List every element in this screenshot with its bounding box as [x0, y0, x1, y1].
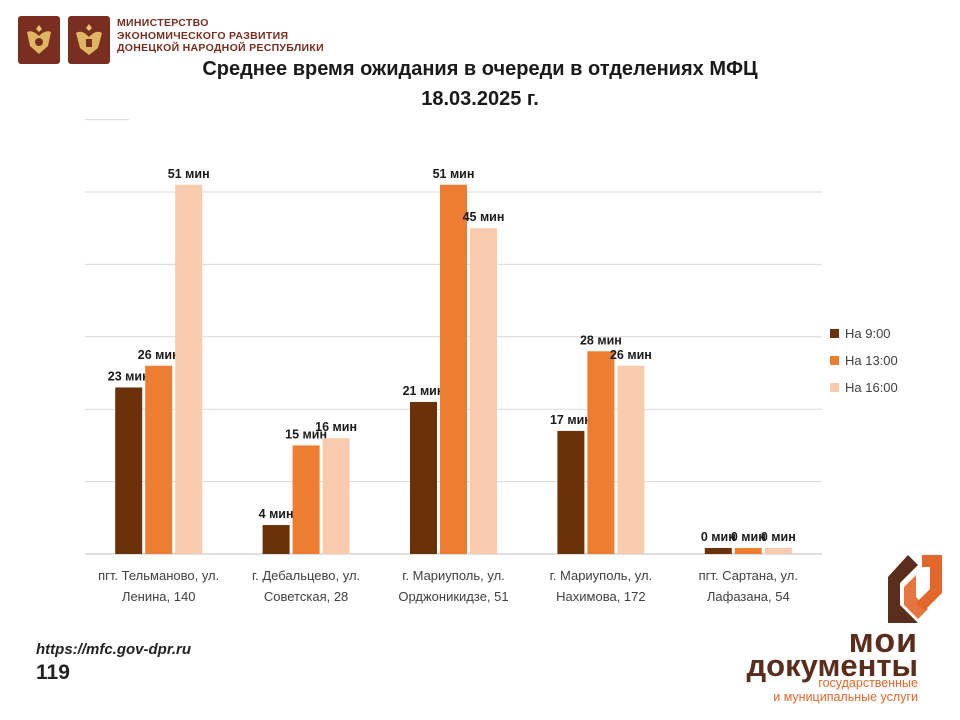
hotline-number: 119: [36, 661, 70, 684]
legend-swatch-16: [830, 383, 839, 392]
x-tick-label-line: пгт. Сартана, ул.: [698, 568, 798, 583]
data-label: 0 мин: [761, 530, 796, 544]
ministry-name: МИНИСТЕРСТВО ЭКОНОМИЧЕСКОГО РАЗВИТИЯ ДОН…: [117, 17, 324, 55]
data-label: 23 мин: [108, 369, 150, 383]
bar: [764, 548, 792, 554]
legend-swatch-13: [830, 356, 839, 365]
brand-tagline-line-1: государственные: [818, 676, 918, 690]
bar: [734, 548, 762, 554]
bar: [115, 387, 143, 554]
legend-label-9: На 9:00: [845, 326, 891, 341]
x-tick-label-line: Орджоникидзе, 51: [398, 589, 509, 604]
bar: [145, 365, 173, 554]
legend-item-9: На 9:00: [830, 320, 898, 347]
x-tick-label-line: г. Дебальцево, ул.: [252, 568, 361, 583]
x-tick-label: г. Дебальцево, ул. Советская, 28: [231, 565, 381, 607]
brand-tagline: государственные и муниципальные услуги: [773, 676, 918, 704]
ministry-line-3: ДОНЕЦКОЙ НАРОДНОЙ РЕСПУБЛИКИ: [117, 42, 324, 54]
bar: [557, 430, 585, 554]
data-label: 15 мин: [285, 427, 327, 441]
bar: [617, 365, 645, 554]
chart-title: Среднее время ожидания в очереди в отдел…: [202, 58, 758, 80]
data-label: 0 мин: [731, 530, 766, 544]
chart-date: 18.03.2025 г.: [421, 88, 539, 110]
brand-word-moi: мои: [848, 622, 918, 660]
data-label: 17 мин: [550, 413, 592, 427]
legend-label-16: На 16:00: [845, 380, 898, 395]
bar: [704, 548, 732, 554]
brand-word-dokumenty: документы: [746, 648, 918, 683]
data-label: 0 мин: [701, 530, 736, 544]
coat-of-arms-dpr-icon: [68, 16, 110, 64]
ministry-line-1: МИНИСТЕРСТВО: [117, 17, 209, 29]
x-tick-label-line: г. Мариуполь, ул.: [402, 568, 505, 583]
bar: [292, 445, 320, 554]
bar: [470, 228, 497, 554]
brand-tagline-line-2: и муниципальные услуги: [773, 690, 918, 704]
data-label: 21 мин: [403, 384, 445, 398]
bar: [410, 401, 437, 554]
data-label: 51 мин: [433, 167, 475, 181]
coat-of-arms-russia-icon: [18, 16, 60, 64]
bar: [587, 351, 615, 554]
legend-item-13: На 13:00: [830, 347, 898, 374]
x-tick-label-line: г. Мариуполь, ул.: [549, 568, 653, 583]
legend-item-16: На 16:00: [830, 374, 898, 401]
legend-swatch-9: [830, 329, 839, 338]
data-label: 26 мин: [138, 348, 180, 362]
x-tick-label-line: пгт. Тельманово, ул.: [98, 568, 220, 583]
x-tick-label-line: Лафазана, 54: [706, 589, 790, 604]
ministry-line-2: ЭКОНОМИЧЕСКОГО РАЗВИТИЯ: [117, 29, 289, 42]
x-tick-label: г. Мариуполь, ул. Орджоникидзе, 51: [379, 565, 529, 607]
legend-label-13: На 13:00: [845, 353, 898, 368]
bar: [440, 184, 467, 554]
data-label: 26 мин: [610, 348, 652, 362]
x-tick-label-line: Советская, 28: [263, 589, 349, 604]
moi-dokumenty-logo-icon: [888, 555, 942, 623]
x-tick-label-line: Нахимова, 172: [556, 589, 646, 604]
data-label: 16 мин: [315, 420, 357, 434]
bar: [322, 438, 350, 554]
bar: [262, 525, 290, 554]
chart-legend: На 9:00 На 13:00 На 16:00: [830, 320, 898, 401]
data-label: 45 мин: [463, 210, 505, 224]
x-tick-label: пгт. Тельманово, ул. Ленина, 140: [84, 565, 234, 607]
bar: [175, 184, 203, 554]
x-tick-label: пгт. Сартана, ул. Лафазана, 54: [673, 565, 823, 607]
data-label: 4 мин: [259, 507, 294, 521]
data-label: 28 мин: [580, 333, 622, 347]
x-tick-label: г. Мариуполь, ул. Нахимова, 172: [526, 565, 676, 607]
website-url[interactable]: https://mfc.gov-dpr.ru: [36, 641, 191, 658]
x-tick-label-line: Ленина, 140: [121, 589, 196, 604]
data-label: 51 мин: [168, 167, 210, 181]
